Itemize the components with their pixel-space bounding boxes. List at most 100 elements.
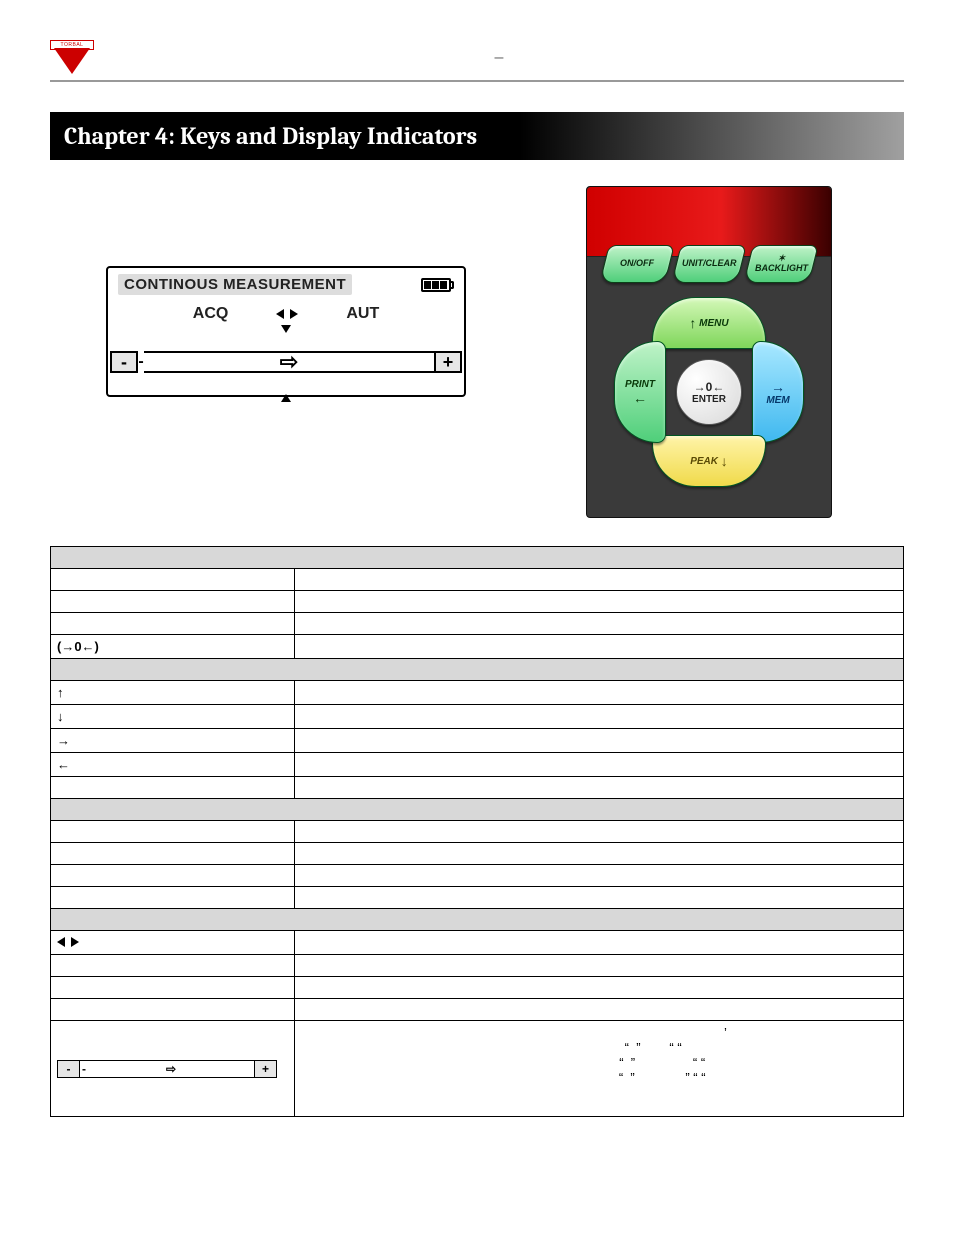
lcd-acq-label: ACQ <box>193 305 229 323</box>
keypad-dpad: ↑ MENU → MEM PEAK ↓ PRINT ← →0← ENTE <box>614 297 804 487</box>
direction-icon <box>57 937 79 947</box>
mini-bargraph: --⇨+ <box>57 1060 277 1078</box>
table-value-cell <box>295 777 904 799</box>
table-row <box>51 613 904 635</box>
keypad-top-row: ON/OFF UNIT/CLEAR ✶ BACKLIGHT <box>587 245 831 283</box>
battery-cell <box>440 281 447 289</box>
enter-key[interactable]: →0← ENTER <box>676 359 742 425</box>
table-value-cell <box>295 955 904 977</box>
backlight-key-label: ✶ BACKLIGHT <box>755 254 808 274</box>
zero-arrows-icon: →0← <box>694 380 725 394</box>
mini-bar-track: ⇨ <box>88 1062 254 1076</box>
lcd-aut-label: AUT <box>346 305 379 323</box>
triangle-up-icon <box>281 377 291 402</box>
triangle-left-icon <box>57 937 65 947</box>
mem-key-label: MEM <box>766 395 789 406</box>
triangle-right-icon <box>290 309 298 319</box>
table-key-cell <box>51 931 295 955</box>
header-dash: – <box>94 49 904 67</box>
table-value-cell <box>295 681 904 705</box>
table-row <box>51 865 904 887</box>
table-section-title <box>51 909 904 931</box>
lcd-top-row: CONTINOUS MEASUREMENT <box>108 268 464 299</box>
page-header: TORBAL – <box>50 40 904 82</box>
table-row <box>51 777 904 799</box>
table-row: (→0←) <box>51 635 904 659</box>
battery-cell <box>432 281 439 289</box>
table-key-cell: → <box>51 729 295 753</box>
page: TORBAL – Chapter 4: Keys and Display Ind… <box>0 0 954 1177</box>
table-key-cell <box>51 955 295 977</box>
table-row: ↑ <box>51 681 904 705</box>
table-value-cell <box>295 705 904 729</box>
table-section-title <box>51 547 904 569</box>
table-value-cell <box>295 729 904 753</box>
table-row: → <box>51 729 904 753</box>
table-section-title <box>51 799 904 821</box>
table-value-cell <box>295 821 904 843</box>
table-value-cell <box>295 999 904 1021</box>
triangle-down-icon <box>281 325 291 350</box>
table-key-cell <box>51 569 295 591</box>
arrow-up-icon: ↑ <box>689 315 696 331</box>
table-row <box>51 591 904 613</box>
table-key-cell: ↓ <box>51 705 295 729</box>
menu-up-key[interactable]: ↑ MENU <box>652 297 766 349</box>
battery-body <box>421 278 451 292</box>
table-key-cell <box>51 865 295 887</box>
table-row <box>51 843 904 865</box>
brand-logo: TORBAL <box>50 40 94 76</box>
reference-table: (→0←)↑↓→←--⇨+ ’ “ ” “ “ “ ” “ “ <box>50 546 904 1117</box>
table-section-header <box>51 659 904 681</box>
table-key-cell <box>51 591 295 613</box>
onoff-key[interactable]: ON/OFF <box>599 245 674 283</box>
table-row: ← <box>51 753 904 777</box>
brand-logo-shield <box>54 48 90 74</box>
battery-cell <box>424 281 431 289</box>
triangle-left-icon <box>276 309 284 319</box>
arrow-right-icon: → <box>771 379 785 395</box>
table-row <box>51 887 904 909</box>
table-value-cell <box>295 931 904 955</box>
table-key-cell: --⇨+ <box>51 1021 295 1117</box>
table-key-cell: ← <box>51 753 295 777</box>
unitclear-key[interactable]: UNIT/CLEAR <box>671 245 746 283</box>
peak-down-key[interactable]: PEAK ↓ <box>652 435 766 487</box>
table-key-cell: (→0←) <box>51 635 295 659</box>
triangle-right-icon <box>71 937 79 947</box>
chapter-title: Chapter 4: Keys and Display Indicators <box>50 112 904 160</box>
arrow-down-icon: ↓ <box>721 453 728 469</box>
lcd-plus-box: + <box>434 351 462 373</box>
backlight-key[interactable]: ✶ BACKLIGHT <box>743 245 818 283</box>
table-key-cell <box>51 887 295 909</box>
menu-key-label: MENU <box>699 318 728 329</box>
lcd-minus-box: - <box>110 351 138 373</box>
table-key-cell <box>51 821 295 843</box>
plus-label: + <box>443 352 454 373</box>
table-row: ↓ <box>51 705 904 729</box>
lcd-bargraph: - - ⇨ + <box>108 351 464 377</box>
mem-right-key[interactable]: → MEM <box>752 341 804 443</box>
table-key-cell <box>51 777 295 799</box>
peak-key-label: PEAK <box>690 456 718 467</box>
lcd-display: CONTINOUS MEASUREMENT ACQ AUT <box>106 266 466 397</box>
direction-icon <box>276 305 298 323</box>
table-row <box>51 955 904 977</box>
lcd-title: CONTINOUS MEASUREMENT <box>118 274 352 295</box>
table-row <box>51 977 904 999</box>
lcd-bar-track: ⇨ <box>144 351 434 373</box>
print-left-key[interactable]: PRINT ← <box>614 341 666 443</box>
battery-tip <box>451 281 454 289</box>
table-key-cell <box>51 613 295 635</box>
enter-key-label: ENTER <box>692 394 726 405</box>
table-value-cell <box>295 843 904 865</box>
table-value-cell <box>295 753 904 777</box>
table-row <box>51 931 904 955</box>
unitclear-key-label: UNIT/CLEAR <box>682 259 737 269</box>
onoff-key-label: ON/OFF <box>620 259 654 269</box>
battery-icon <box>421 278 454 292</box>
keypad-figure: ON/OFF UNIT/CLEAR ✶ BACKLIGHT ↑ MENU → M… <box>586 186 832 518</box>
table-value-cell <box>295 865 904 887</box>
table-key-cell: ↑ <box>51 681 295 705</box>
table-row <box>51 569 904 591</box>
